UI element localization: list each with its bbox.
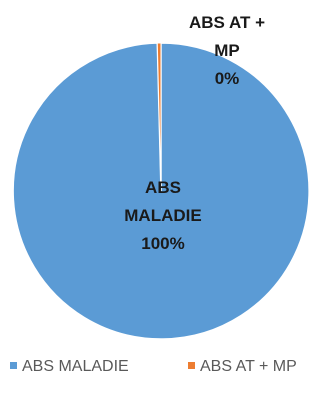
pie-slice-abs-at-mp xyxy=(156,42,162,192)
data-label-line: ABS xyxy=(145,178,181,197)
legend-item-abs-at-mp: ABS AT + MP xyxy=(188,358,297,375)
data-label-line: MALADIE xyxy=(124,206,201,225)
pie-data-labels: ABS MALADIE 100% ABS AT + MP 0% xyxy=(124,13,265,253)
legend-item-abs-maladie: ABS MALADIE xyxy=(10,358,129,375)
data-label-line: MP xyxy=(214,41,240,60)
pie-slices xyxy=(12,42,310,340)
legend-swatch xyxy=(188,362,195,369)
data-label-line: 0% xyxy=(215,69,240,88)
data-label-line: 100% xyxy=(141,234,184,253)
chart-legend: ABS MALADIE ABS AT + MP xyxy=(10,358,297,375)
data-label-abs-at-mp: ABS AT + MP 0% xyxy=(189,13,265,88)
data-label-abs-maladie: ABS MALADIE 100% xyxy=(124,178,201,253)
legend-label: ABS MALADIE xyxy=(22,358,129,375)
legend-swatch xyxy=(10,362,17,369)
legend-label: ABS AT + MP xyxy=(200,358,297,375)
data-label-line: ABS AT + xyxy=(189,13,265,32)
